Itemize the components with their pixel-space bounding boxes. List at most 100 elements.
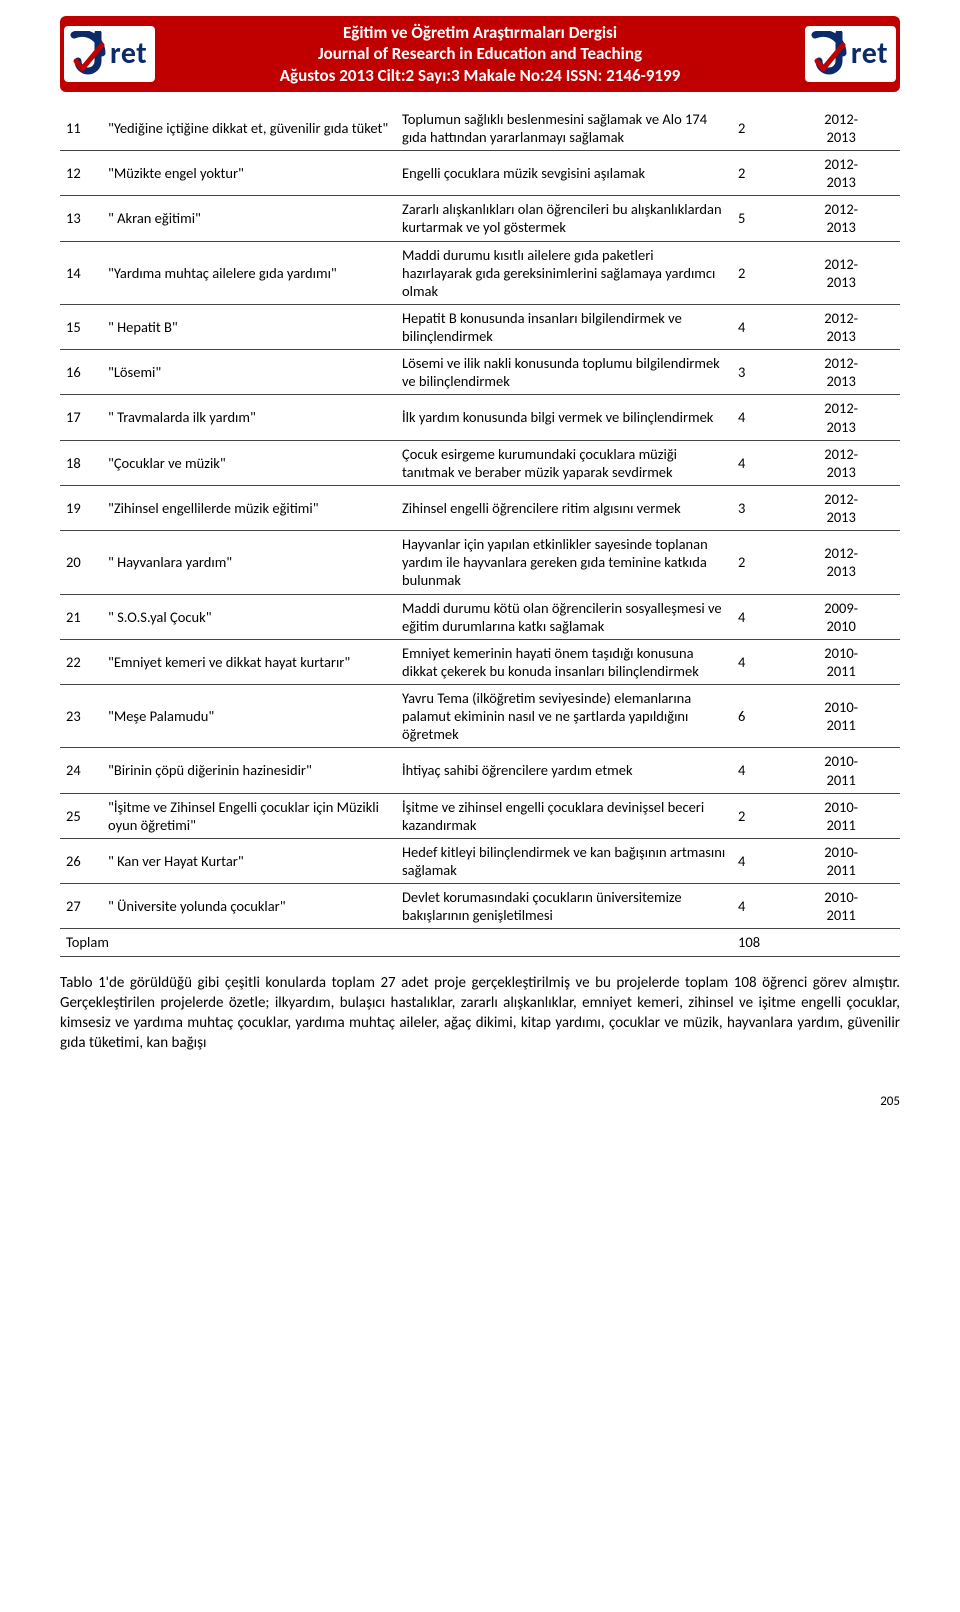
project-description: Hepatit B konusunda insanları bilgilendi…	[396, 304, 732, 349]
table-row: 26" Kan ver Hayat Kurtar" Hedef kitleyi …	[60, 838, 900, 883]
table-row: 11"Yediğine içtiğine dikkat et, güvenili…	[60, 106, 900, 151]
project-name: "Lösemi"	[102, 350, 396, 395]
student-count: 4	[732, 884, 782, 929]
student-count: 2	[732, 531, 782, 594]
row-number: 25	[60, 793, 102, 838]
project-years: 2010- 2011	[782, 884, 900, 929]
project-description: İşitme ve zihinsel engelli çocuklara dev…	[396, 793, 732, 838]
project-name: "Yediğine içtiğine dikkat et, güvenilir …	[102, 106, 396, 151]
table-row: 21" S.O.S.yal Çocuk"Maddi durumu kötü ol…	[60, 594, 900, 639]
project-years: 2012- 2013	[782, 151, 900, 196]
project-years: 2012- 2013	[782, 106, 900, 151]
table-row: 20" Hayvanlara yardım"Hayvanlar için yap…	[60, 531, 900, 594]
journal-logo-left: ret	[64, 26, 155, 82]
student-count: 3	[732, 485, 782, 530]
project-description: Engelli çocuklara müzik sevgisini aşılam…	[396, 151, 732, 196]
student-count: 4	[732, 594, 782, 639]
table-row: 25"İşitme ve Zihinsel Engelli çocuklar i…	[60, 793, 900, 838]
project-name: " Akran eğitimi"	[102, 196, 396, 241]
project-description: Devlet korumasındaki çocukların üniversi…	[396, 884, 732, 929]
project-name: "Yardıma muhtaç ailelere gıda yardımı"	[102, 241, 396, 304]
project-years: 2010- 2011	[782, 685, 900, 748]
project-description: Hedef kitleyi bilinçlendirmek ve kan bağ…	[396, 838, 732, 883]
project-description: Yavru Tema (ilköğretim seviyesinde) elem…	[396, 685, 732, 748]
project-description: Emniyet kemerinin hayati önem taşıdığı k…	[396, 639, 732, 684]
journal-logo-right: ret	[805, 26, 896, 82]
table-row: 22"Emniyet kemeri ve dikkat hayat kurtar…	[60, 639, 900, 684]
student-count: 4	[732, 440, 782, 485]
total-label: Toplam	[60, 929, 732, 956]
row-number: 16	[60, 350, 102, 395]
project-name: " Hepatit B"	[102, 304, 396, 349]
table-row: 23"Meşe Palamudu"Yavru Tema (ilköğretim …	[60, 685, 900, 748]
table-row: 17" Travmalarda ilk yardım"İlk yardım ko…	[60, 395, 900, 440]
project-name: "Müzikte engel yoktur"	[102, 151, 396, 196]
project-years: 2012- 2013	[782, 304, 900, 349]
project-years: 2012- 2013	[782, 241, 900, 304]
logo-j-icon	[68, 31, 106, 77]
table-row: 12"Müzikte engel yoktur"Engelli çocuklar…	[60, 151, 900, 196]
student-count: 4	[732, 838, 782, 883]
project-description: Zararlı alışkanlıkları olan öğrencileri …	[396, 196, 732, 241]
project-name: " Üniversite yolunda çocuklar"	[102, 884, 396, 929]
total-value: 108	[732, 929, 782, 956]
project-name: " Travmalarda ilk yardım"	[102, 395, 396, 440]
row-number: 19	[60, 485, 102, 530]
project-name: "İşitme ve Zihinsel Engelli çocuklar içi…	[102, 793, 396, 838]
row-number: 22	[60, 639, 102, 684]
student-count: 4	[732, 748, 782, 793]
project-description: Maddi durumu kısıtlı ailelere gıda paket…	[396, 241, 732, 304]
row-number: 17	[60, 395, 102, 440]
logo-text: ret	[110, 35, 147, 72]
project-description: İlk yardım konusunda bilgi vermek ve bil…	[396, 395, 732, 440]
student-count: 3	[732, 350, 782, 395]
project-name: " Hayvanlara yardım"	[102, 531, 396, 594]
row-number: 26	[60, 838, 102, 883]
student-count: 4	[732, 304, 782, 349]
project-name: " Kan ver Hayat Kurtar"	[102, 838, 396, 883]
page: ret Eğitim ve Öğretim Araştırmaları Derg…	[0, 16, 960, 1149]
project-description: Çocuk esirgeme kurumundaki çocuklara müz…	[396, 440, 732, 485]
table-row: 19"Zihinsel engellilerde müzik eğitimi"Z…	[60, 485, 900, 530]
project-name: "Zihinsel engellilerde müzik eğitimi"	[102, 485, 396, 530]
journal-title-en: Journal of Research in Education and Tea…	[161, 43, 799, 64]
journal-header: ret Eğitim ve Öğretim Araştırmaları Derg…	[60, 16, 900, 92]
project-name: "Çocuklar ve müzik"	[102, 440, 396, 485]
project-description: Hayvanlar için yapılan etkinlikler sayes…	[396, 531, 732, 594]
project-description: Lösemi ve ilik nakli konusunda toplumu b…	[396, 350, 732, 395]
project-description: Toplumun sağlıklı beslenmesini sağlamak …	[396, 106, 732, 151]
row-number: 12	[60, 151, 102, 196]
student-count: 2	[732, 793, 782, 838]
table-row: 15" Hepatit B" Hepatit B konusunda insan…	[60, 304, 900, 349]
table-row: 16"Lösemi"Lösemi ve ilik nakli konusunda…	[60, 350, 900, 395]
logo-j-icon	[809, 31, 847, 77]
row-number: 20	[60, 531, 102, 594]
project-description: Maddi durumu kötü olan öğrencilerin sosy…	[396, 594, 732, 639]
table-row: 18"Çocuklar ve müzik"Çocuk esirgeme kuru…	[60, 440, 900, 485]
row-number: 18	[60, 440, 102, 485]
row-number: 23	[60, 685, 102, 748]
project-years: 2010- 2011	[782, 793, 900, 838]
student-count: 2	[732, 106, 782, 151]
summary-paragraph: Tablo 1'de görüldüğü gibi çeşitli konula…	[60, 973, 900, 1054]
project-years: 2012- 2013	[782, 395, 900, 440]
journal-title-tr: Eğitim ve Öğretim Araştırmaları Dergisi	[161, 22, 799, 43]
project-years: 2012- 2013	[782, 196, 900, 241]
total-row: Toplam108	[60, 929, 900, 956]
project-name: " S.O.S.yal Çocuk"	[102, 594, 396, 639]
journal-issue-line: Ağustos 2013 Cilt:2 Sayı:3 Makale No:24 …	[161, 65, 799, 86]
student-count: 5	[732, 196, 782, 241]
project-years: 2010- 2011	[782, 838, 900, 883]
student-count: 2	[732, 151, 782, 196]
project-name: "Meşe Palamudu"	[102, 685, 396, 748]
journal-title-block: Eğitim ve Öğretim Araştırmaları Dergisi …	[155, 22, 805, 86]
total-years-empty	[782, 929, 900, 956]
project-years: 2012- 2013	[782, 531, 900, 594]
row-number: 21	[60, 594, 102, 639]
table-row: 13" Akran eğitimi"Zararlı alışkanlıkları…	[60, 196, 900, 241]
project-description: Zihinsel engelli öğrencilere ritim algıs…	[396, 485, 732, 530]
row-number: 27	[60, 884, 102, 929]
project-name: "Emniyet kemeri ve dikkat hayat kurtarır…	[102, 639, 396, 684]
student-count: 4	[732, 639, 782, 684]
table-row: 24"Birinin çöpü diğerinin hazinesidir" İ…	[60, 748, 900, 793]
